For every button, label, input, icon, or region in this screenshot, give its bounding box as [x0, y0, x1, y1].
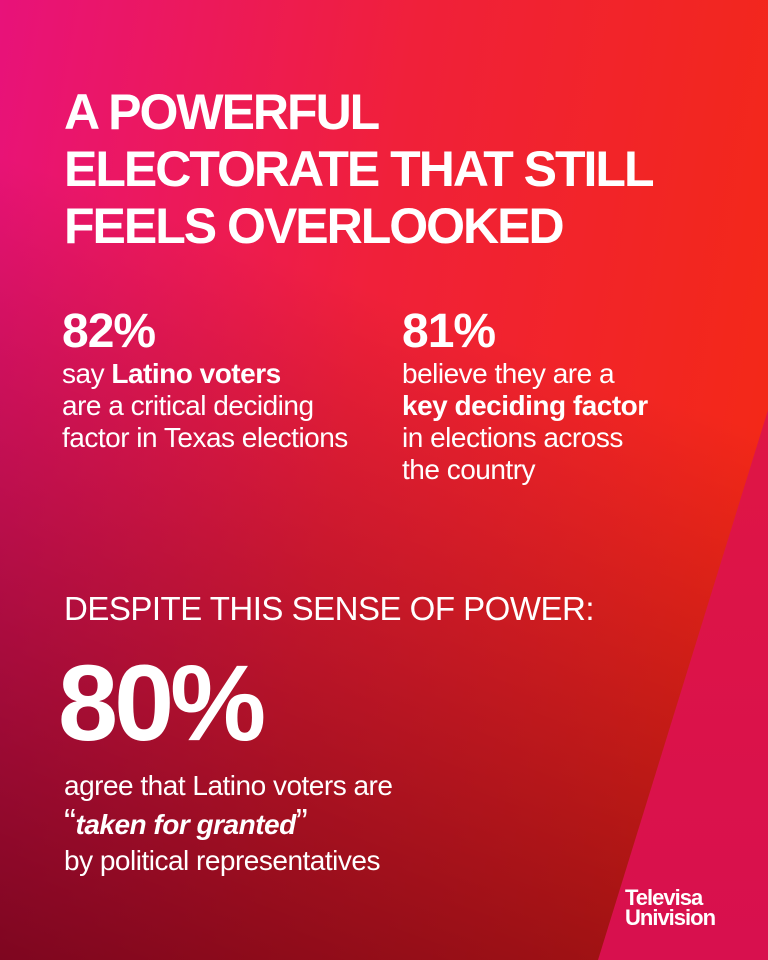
- main-stat-text: agree that Latino voters are “taken for …: [64, 768, 393, 879]
- quote-mark: “: [64, 801, 76, 842]
- headline-line: FEELS OVERLOOKED: [64, 198, 565, 254]
- televisa-univision-logo: Televisa Univision: [625, 885, 716, 930]
- text-line: agree that Latino voters are: [64, 770, 393, 801]
- quote-mark: ”: [295, 801, 308, 842]
- stat-bold: Latino voters: [111, 358, 281, 389]
- headline: A POWERFUL ELECTORATE THAT STILL FEELS O…: [64, 84, 655, 255]
- emphasis: taken for granted: [75, 809, 297, 840]
- stat-text: are a critical deciding factor in Texas …: [62, 390, 348, 453]
- logo-line: Univision: [625, 905, 716, 930]
- stat-text: in elections across the country: [402, 422, 623, 485]
- main-stat-value: 80%: [58, 642, 266, 763]
- stat-81: 81% believe they are a key deciding fact…: [402, 306, 702, 486]
- stat-value: 82%: [62, 305, 156, 358]
- stat-value: 81%: [402, 305, 496, 358]
- stat-bold: key deciding factor: [402, 390, 648, 421]
- despite-heading: DESPITE THIS SENSE OF POWER:: [64, 590, 594, 627]
- stat-82: 82% say Latino voters are a critical dec…: [62, 306, 362, 454]
- stat-text: believe they are a: [402, 358, 615, 389]
- text-line: by political representatives: [64, 845, 380, 876]
- headline-line: A POWERFUL: [64, 84, 380, 140]
- headline-line: ELECTORATE THAT STILL: [64, 141, 655, 197]
- stat-text: say: [62, 358, 112, 389]
- logo-line: Televisa: [625, 885, 703, 910]
